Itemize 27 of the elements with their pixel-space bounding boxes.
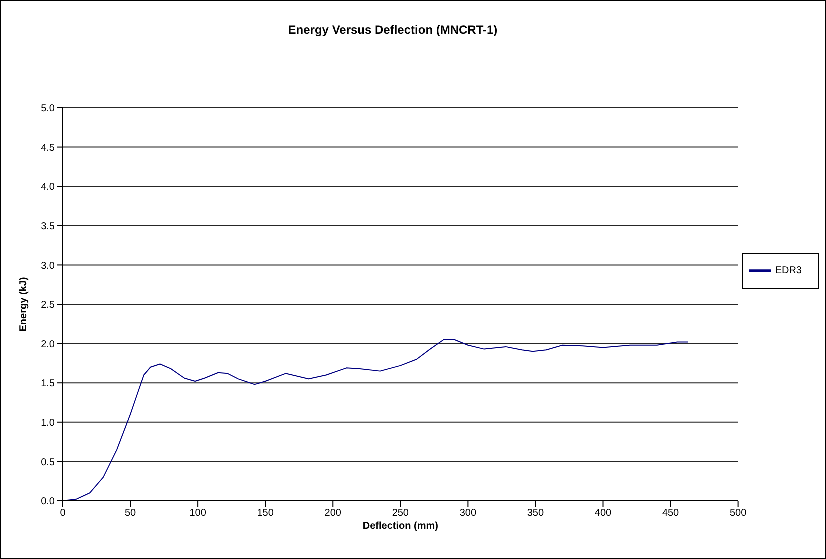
y-tick-label: 1.5 xyxy=(41,378,56,390)
x-tick-label: 200 xyxy=(324,508,342,520)
y-tick-label: 2.5 xyxy=(41,300,56,312)
y-tick-label: 2.0 xyxy=(41,339,56,350)
y-tick-label: 4.5 xyxy=(41,142,56,154)
x-tick-label: 100 xyxy=(190,508,207,520)
line-series xyxy=(63,339,689,501)
y-tick-label: 1.0 xyxy=(41,418,56,429)
x-tick-label: 350 xyxy=(527,508,544,520)
x-tick-label: 0 xyxy=(60,508,66,520)
chart-title: Energy Versus Deflection (MNCRT-1) xyxy=(287,23,499,37)
y-tick-label: 5.0 xyxy=(41,104,56,115)
legend-label: EDR3 xyxy=(775,266,802,277)
x-tick-label: 50 xyxy=(124,508,137,520)
x-tick-label: 150 xyxy=(257,508,274,520)
y-tick-label: 4.0 xyxy=(41,182,56,194)
x-tick-label: 500 xyxy=(730,508,748,520)
y-tick-label: 0.5 xyxy=(41,457,56,468)
y-tick-label: 3.0 xyxy=(41,260,56,272)
x-tick-label: 400 xyxy=(594,508,612,520)
y-tick-label: 0.0 xyxy=(41,496,56,508)
x-axis-title: Deflection (mm) xyxy=(362,521,438,532)
x-tick-label: 250 xyxy=(392,508,410,520)
x-tick-label: 300 xyxy=(460,508,477,520)
y-tick-label: 3.5 xyxy=(41,221,56,232)
x-tick-label: 450 xyxy=(662,508,680,520)
y-axis-title: Energy (kJ) xyxy=(18,277,30,332)
